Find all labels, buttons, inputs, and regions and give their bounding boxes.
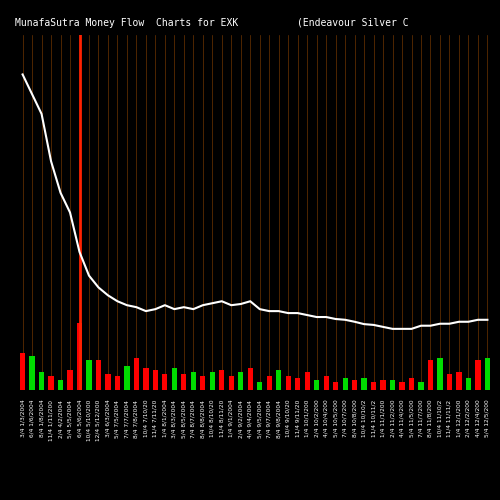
Bar [428,360,433,390]
Bar [447,374,452,390]
Bar [228,376,234,390]
Bar [324,376,329,390]
Bar [390,380,395,390]
Bar [48,376,54,390]
Bar [106,374,110,390]
Bar [476,360,480,390]
Bar [456,372,462,390]
Text: MunafaSutra Money Flow  Charts for EXK          (Endeavour Silver C: MunafaSutra Money Flow Charts for EXK (E… [15,18,408,28]
Bar [295,378,300,390]
Bar [438,358,442,390]
Bar [238,372,244,390]
Bar [400,382,404,390]
Bar [181,374,186,390]
Bar [286,376,291,390]
Bar [371,382,376,390]
Bar [96,360,101,390]
Bar [342,378,347,390]
Bar [333,382,338,390]
Bar [77,323,82,390]
Bar [304,372,310,390]
Bar [190,372,196,390]
Bar [380,380,386,390]
Bar [200,376,205,390]
Bar [352,380,357,390]
Bar [124,366,130,390]
Bar [266,376,272,390]
Bar [162,374,168,390]
Bar [115,376,120,390]
Bar [20,352,25,390]
Bar [58,380,63,390]
Bar [210,372,215,390]
Bar [39,372,44,390]
Bar [68,370,72,390]
Bar [276,370,281,390]
Bar [153,370,158,390]
Bar [219,370,224,390]
Bar [314,380,320,390]
Bar [172,368,177,390]
Bar [485,358,490,390]
Bar [418,382,424,390]
Bar [409,378,414,390]
Bar [134,358,139,390]
Bar [248,368,253,390]
Bar [86,360,92,390]
Bar [30,356,35,390]
Bar [466,378,471,390]
Bar [144,368,148,390]
Bar [362,378,366,390]
Bar [257,382,262,390]
